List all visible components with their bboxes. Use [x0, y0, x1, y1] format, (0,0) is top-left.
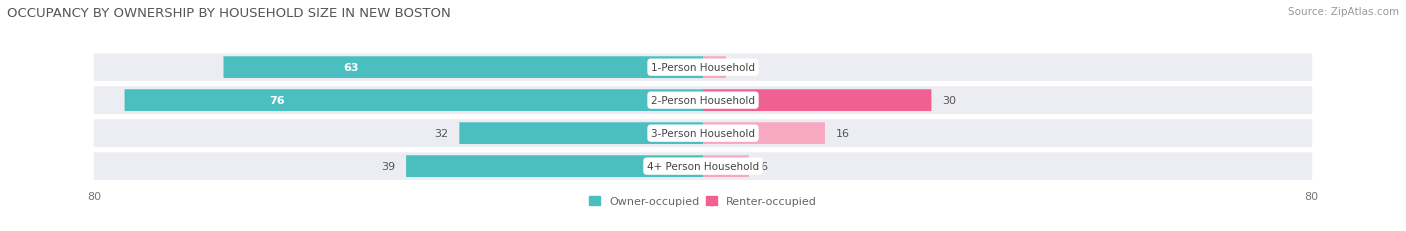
Text: 1-Person Household: 1-Person Household [651, 63, 755, 73]
Text: 30: 30 [942, 96, 956, 106]
FancyBboxPatch shape [703, 123, 825, 144]
FancyBboxPatch shape [703, 90, 931, 112]
FancyBboxPatch shape [94, 120, 1312, 147]
Text: 4+ Person Household: 4+ Person Household [647, 161, 759, 171]
FancyBboxPatch shape [94, 54, 1312, 82]
FancyBboxPatch shape [703, 57, 725, 79]
FancyBboxPatch shape [224, 57, 703, 79]
FancyBboxPatch shape [125, 90, 703, 112]
Text: 6: 6 [761, 161, 768, 171]
FancyBboxPatch shape [703, 156, 749, 177]
Text: 3-Person Household: 3-Person Household [651, 129, 755, 139]
Text: 76: 76 [270, 96, 285, 106]
Text: 16: 16 [837, 129, 851, 139]
Text: 2-Person Household: 2-Person Household [651, 96, 755, 106]
Text: OCCUPANCY BY OWNERSHIP BY HOUSEHOLD SIZE IN NEW BOSTON: OCCUPANCY BY OWNERSHIP BY HOUSEHOLD SIZE… [7, 7, 451, 20]
Legend: Owner-occupied, Renter-occupied: Owner-occupied, Renter-occupied [589, 196, 817, 206]
FancyBboxPatch shape [94, 87, 1312, 115]
Text: 32: 32 [434, 129, 449, 139]
FancyBboxPatch shape [94, 153, 1312, 180]
Text: 39: 39 [381, 161, 395, 171]
FancyBboxPatch shape [406, 156, 703, 177]
FancyBboxPatch shape [460, 123, 703, 144]
Text: 63: 63 [343, 63, 359, 73]
Text: Source: ZipAtlas.com: Source: ZipAtlas.com [1288, 7, 1399, 17]
Text: 3: 3 [737, 63, 744, 73]
